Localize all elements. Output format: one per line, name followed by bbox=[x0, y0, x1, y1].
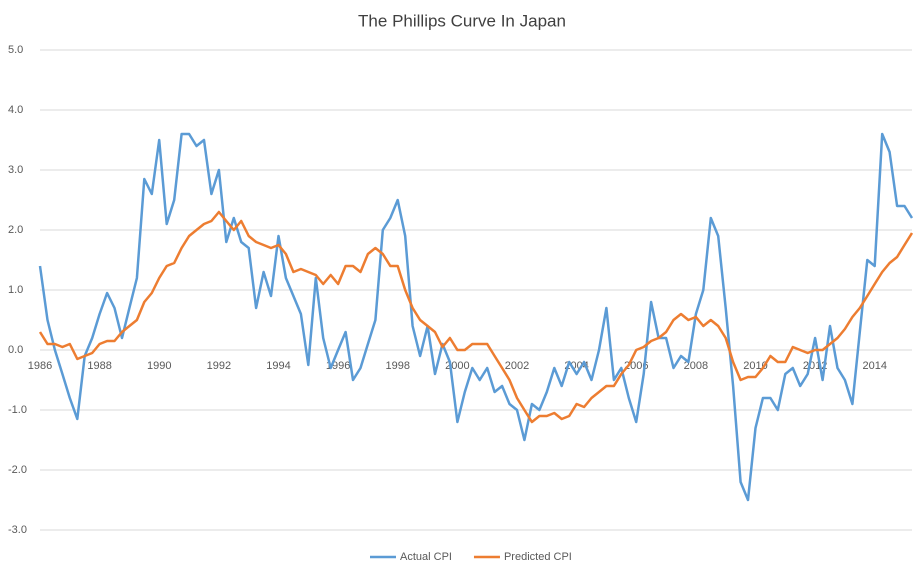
y-tick-label: -1.0 bbox=[8, 404, 27, 416]
y-tick-label: 4.0 bbox=[8, 104, 23, 116]
y-tick-label: -2.0 bbox=[8, 464, 27, 476]
x-tick-label: 1992 bbox=[207, 360, 231, 372]
legend-label: Predicted CPI bbox=[504, 551, 572, 563]
y-tick-label: 2.0 bbox=[8, 224, 23, 236]
x-tick-label: 1986 bbox=[28, 360, 52, 372]
y-tick-label: 5.0 bbox=[8, 44, 23, 56]
x-tick-label: 1988 bbox=[87, 360, 111, 372]
x-tick-label: 1994 bbox=[266, 360, 290, 372]
series-line bbox=[38, 132, 914, 502]
y-tick-label: 3.0 bbox=[8, 164, 23, 176]
chart-title: The Phillips Curve In Japan bbox=[358, 11, 566, 30]
y-tick-label: 1.0 bbox=[8, 284, 23, 296]
x-tick-label: 1998 bbox=[386, 360, 410, 372]
legend-label: Actual CPI bbox=[400, 551, 452, 563]
series-line bbox=[38, 210, 914, 424]
x-tick-label: 2014 bbox=[862, 360, 886, 372]
x-tick-label: 2002 bbox=[505, 360, 529, 372]
y-tick-label: -3.0 bbox=[8, 524, 27, 536]
x-tick-label: 1990 bbox=[147, 360, 171, 372]
y-tick-label: 0.0 bbox=[8, 344, 23, 356]
x-tick-label: 2008 bbox=[684, 360, 708, 372]
